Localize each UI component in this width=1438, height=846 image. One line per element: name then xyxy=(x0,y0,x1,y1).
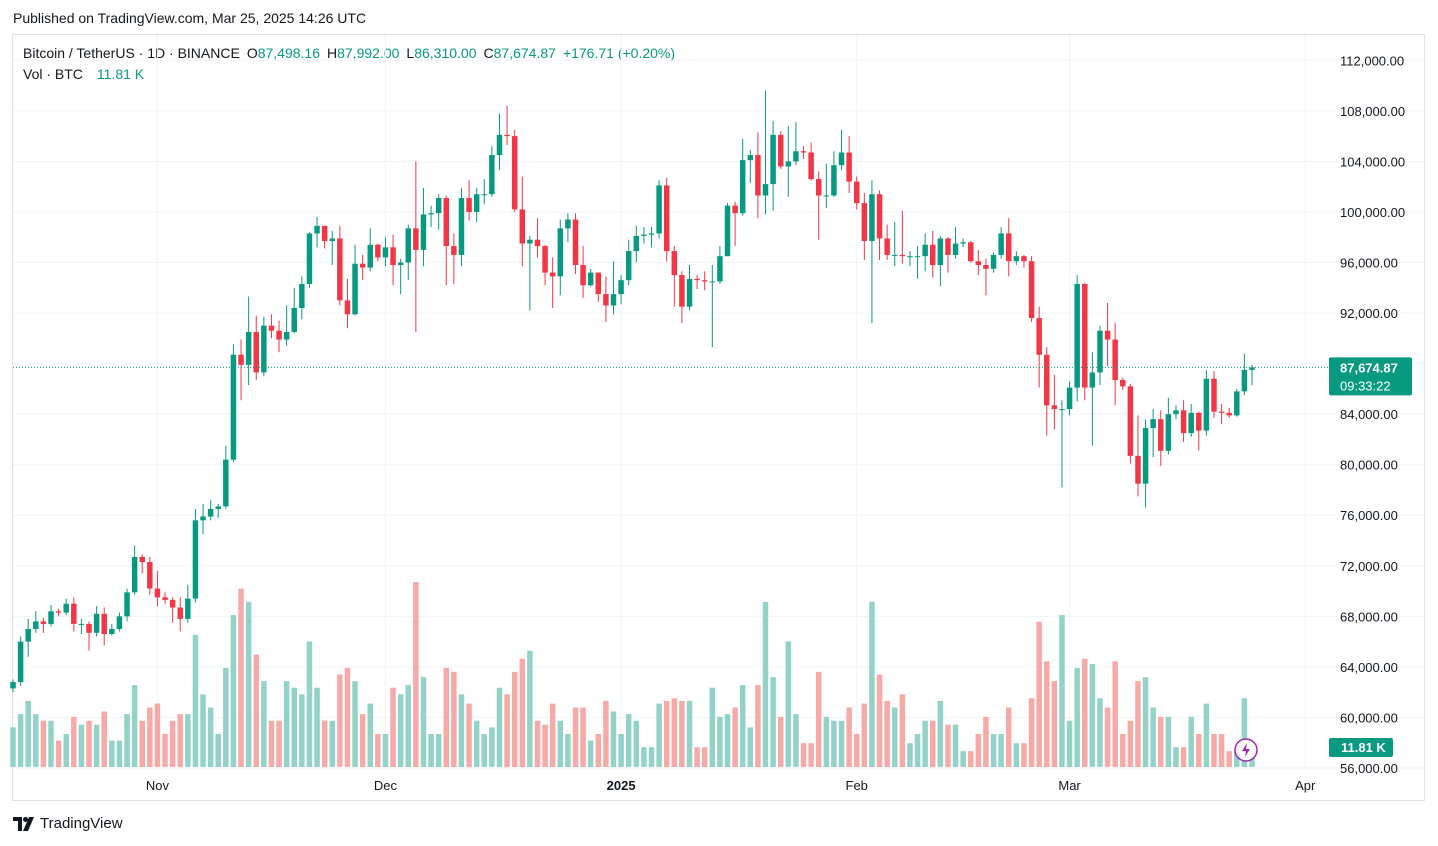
close-value: 87,674.87 xyxy=(493,45,556,61)
low-label: L xyxy=(406,45,415,61)
open-value: 87,498.16 xyxy=(257,45,320,61)
brand-name: TradingView xyxy=(40,815,123,832)
high-label: H xyxy=(327,45,338,61)
chart-panel[interactable] xyxy=(12,34,1425,801)
volume-legend: Vol · BTC 11.81 K xyxy=(23,66,144,82)
change-value: +176.71 (+0.20%) xyxy=(562,45,676,61)
volume-label[interactable]: Vol · BTC xyxy=(23,66,83,82)
high-value: 87,992.00 xyxy=(337,45,400,61)
symbol-title[interactable]: Bitcoin / TetherUS · 1D · BINANCE xyxy=(23,45,240,61)
close-label: C xyxy=(483,45,494,61)
open-label: O xyxy=(246,45,258,61)
volume-value: 11.81 K xyxy=(96,66,145,82)
published-caption: Published on TradingView.com, Mar 25, 20… xyxy=(13,10,367,26)
ohlc-legend: Bitcoin / TetherUS · 1D · BINANCE O 87,49… xyxy=(23,45,675,61)
low-value: 86,310.00 xyxy=(414,45,477,61)
tradingview-logo: TradingView xyxy=(13,815,123,832)
tradingview-logo-icon xyxy=(13,816,34,831)
